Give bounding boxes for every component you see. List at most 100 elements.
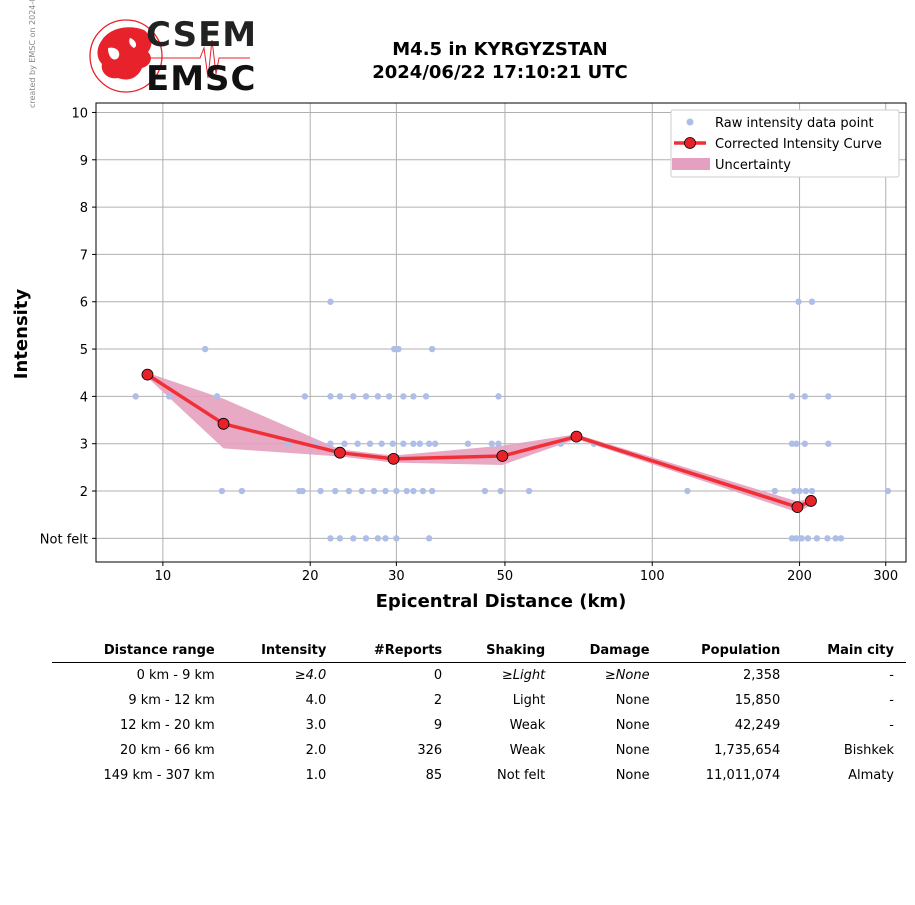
raw-data-point: [428, 345, 436, 353]
raw-data-point: [837, 535, 845, 542]
raw-data-point: [403, 487, 410, 495]
raw-data-point: [165, 393, 173, 400]
raw-data-point: [393, 535, 400, 542]
raw-data-point: [410, 487, 417, 495]
curve-line: [146, 373, 812, 509]
plot-frame: [95, 102, 907, 563]
table-row: 12 km - 20 km 3.0 9 Weak None 42,249 -: [52, 713, 906, 738]
raw-data-point: [804, 535, 812, 542]
legend-entry-uncertainty: Uncertainty: [715, 158, 791, 173]
x-tick-label: 300: [873, 569, 898, 584]
raw-data-point: [374, 393, 382, 400]
x-tick-label: 50: [497, 569, 514, 584]
raw-data-point: [497, 487, 504, 495]
table-row: 9 km - 12 km 4.0 2 Light None 15,850 -: [52, 688, 906, 713]
raw-data-point: [825, 440, 832, 447]
raw-data-point: [419, 487, 427, 495]
raw-data-point: [132, 393, 139, 400]
y-tick-label: 4: [80, 390, 88, 405]
raw-data-point: [796, 487, 803, 495]
raw-data-point: [238, 487, 246, 495]
raw-data-point: [370, 487, 378, 495]
raw-data-point: [395, 345, 402, 353]
raw-data-point: [327, 440, 334, 447]
cell-reports: 9: [433, 717, 443, 733]
cell-damage: None: [615, 742, 650, 758]
raw-data-point: [795, 298, 802, 305]
raw-data-point: [428, 487, 436, 495]
raw-data-point: [389, 440, 397, 447]
raw-data-point: [813, 535, 821, 542]
raw-data-point: [201, 345, 209, 353]
y-tick-label: 3: [80, 438, 88, 453]
chart-title-line-2: 2024/06/22 17:10:21 UTC: [372, 62, 628, 83]
table-row: 0 km - 9 km ≥4.0 0 ≥Light ≥None 2,358 -: [52, 663, 906, 689]
chart-title: M4.5 in KYRGYZSTAN 2024/06/22 17:10:21 U…: [300, 38, 700, 84]
raw-data-point: [393, 487, 400, 495]
raw-data-point: [299, 487, 306, 495]
cell-population: 1,735,654: [714, 742, 781, 758]
cell-city: Almaty: [848, 767, 894, 783]
raw-data-point: [801, 440, 809, 447]
curve-marker: [570, 430, 583, 443]
y-tick-label: Not felt: [40, 532, 88, 547]
cell-population: 42,249: [734, 717, 781, 733]
cell-damage: ≥None: [604, 667, 650, 683]
raw-data-point: [382, 535, 389, 542]
header-damage: Damage: [557, 640, 662, 663]
curve-marker: [805, 495, 817, 507]
raw-data-point: [327, 393, 334, 400]
y-tick-label: 6: [80, 296, 88, 311]
raw-data-point: [400, 440, 407, 447]
x-tick-label: 200: [787, 569, 812, 584]
curve-marker: [496, 450, 509, 462]
raw-data-point: [801, 393, 809, 400]
curve-marker: [217, 417, 230, 430]
x-tick-label: 30: [388, 569, 405, 584]
raw-data-point: [793, 440, 800, 447]
raw-data-point: [416, 440, 424, 447]
raw-data-point: [385, 393, 393, 400]
raw-data-point: [317, 487, 324, 495]
raw-data-point: [495, 440, 502, 447]
y-tick-label: 7: [80, 248, 88, 263]
raw-data-point: [382, 487, 389, 495]
intensity-chart: 10 20 30 50 100 200 300 Not felt 2 3 4 5 6 7 8 9 10 Epi…: [11, 102, 907, 612]
raw-data-point: [327, 535, 334, 542]
curve-marker: [791, 501, 804, 514]
x-tick-label: 10: [155, 569, 172, 584]
cell-damage: None: [615, 767, 650, 783]
raw-data-point: [374, 535, 382, 542]
cell-shaking: ≥Light: [501, 667, 546, 683]
legend-entry-raw: Raw intensity data point: [715, 116, 874, 131]
cell-damage: None: [615, 717, 650, 733]
cell-population: 15,850: [734, 692, 781, 708]
cell-shaking: Not felt: [497, 767, 546, 783]
cell-reports: 326: [417, 742, 443, 758]
raw-data-point: [488, 440, 495, 447]
header-population: Population: [661, 640, 793, 663]
curve-marker: [141, 368, 154, 381]
cell-city: -: [889, 692, 894, 708]
header-main-city: Main city: [792, 640, 906, 663]
raw-data-point: [425, 535, 433, 542]
x-tick-label: 100: [640, 569, 665, 584]
raw-data-point: [362, 535, 370, 542]
cell-distance: 0 km - 9 km: [136, 667, 215, 683]
curve-marker: [334, 446, 346, 459]
raw-data-point: [350, 393, 357, 400]
cell-reports: 2: [433, 692, 443, 708]
cell-distance: 9 km - 12 km: [128, 692, 215, 708]
corrected-curve: [141, 368, 817, 514]
y-tick-label: 9: [80, 154, 88, 169]
chart-title-line-1: M4.5 in KYRGYZSTAN: [392, 39, 608, 60]
uncertainty-area: [147, 372, 811, 513]
y-tick-label: 10: [71, 106, 88, 121]
cell-distance: 20 km - 66 km: [120, 742, 215, 758]
uncertainty-band: [147, 372, 811, 513]
raw-data-point: [301, 393, 309, 400]
raw-data-point: [481, 487, 489, 495]
table-header-row: Distance range Intensity #Reports Shakin…: [52, 640, 906, 663]
cell-city: -: [889, 717, 894, 733]
raw-data-point: [495, 393, 502, 400]
